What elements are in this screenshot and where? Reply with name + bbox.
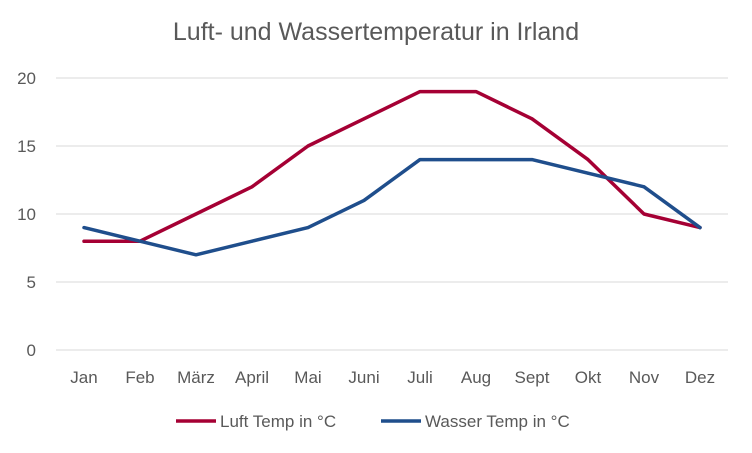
data-point xyxy=(418,90,422,94)
data-point xyxy=(82,239,86,243)
data-point xyxy=(194,253,198,257)
x-tick-label: Jan xyxy=(70,368,97,387)
data-point xyxy=(306,144,310,148)
data-point xyxy=(362,198,366,202)
x-tick-label: Mai xyxy=(294,368,321,387)
x-tick-label: April xyxy=(235,368,269,387)
data-point xyxy=(306,226,310,230)
data-point xyxy=(642,212,646,216)
data-point xyxy=(530,158,534,162)
series-line-0 xyxy=(82,89,702,243)
legend-label: Luft Temp in °C xyxy=(220,412,336,431)
data-point xyxy=(474,90,478,94)
data-point xyxy=(586,158,590,162)
data-point xyxy=(698,226,702,230)
data-point xyxy=(362,117,366,121)
data-point xyxy=(250,185,254,189)
x-tick-label: März xyxy=(177,368,215,387)
legend: Luft Temp in °C Wasser Temp in °C xyxy=(176,412,570,431)
y-tick-label: 15 xyxy=(17,137,36,156)
y-tick-label: 5 xyxy=(27,273,36,292)
x-tick-label: Juni xyxy=(348,368,379,387)
chart-title: Luft- und Wassertemperatur in Irland xyxy=(172,18,580,46)
y-axis-tick-labels: 0 5 10 15 20 xyxy=(17,69,36,360)
x-tick-label: Dez xyxy=(685,368,715,387)
data-point xyxy=(82,226,86,230)
data-point xyxy=(418,158,422,162)
x-tick-label: Feb xyxy=(125,368,154,387)
y-tick-label: 0 xyxy=(27,341,36,360)
x-tick-label: Nov xyxy=(629,368,660,387)
x-axis-tick-labels: Jan Feb März April Mai Juni Juli Aug Sept Okt Nov D… xyxy=(70,368,715,387)
x-tick-label: Aug xyxy=(461,368,491,387)
y-tick-label: 10 xyxy=(17,205,36,224)
series-lines xyxy=(82,89,702,257)
data-point xyxy=(138,239,142,243)
y-tick-label: 20 xyxy=(17,69,36,88)
series-line-1 xyxy=(82,157,702,257)
x-tick-label: Juli xyxy=(407,368,433,387)
data-point xyxy=(194,212,198,216)
data-point xyxy=(474,158,478,162)
data-point xyxy=(586,171,590,175)
gridlines xyxy=(56,77,728,351)
data-point xyxy=(642,185,646,189)
legend-label: Wasser Temp in °C xyxy=(425,412,570,431)
x-tick-label: Okt xyxy=(575,368,602,387)
data-point xyxy=(530,117,534,121)
x-tick-label: Sept xyxy=(515,368,550,387)
data-point xyxy=(250,239,254,243)
